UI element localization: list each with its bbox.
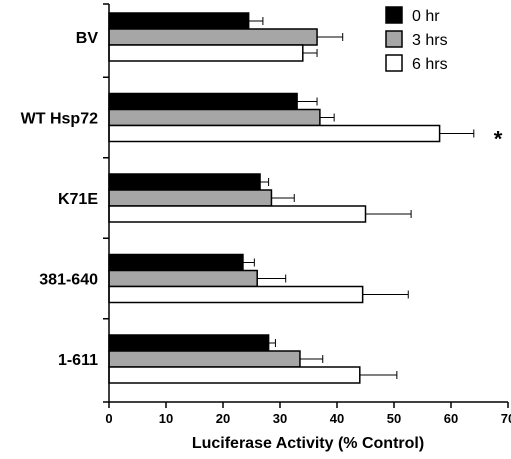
x-axis-label: Luciferase Activity (% Control) <box>192 435 424 452</box>
error-bar-wt-hsp72-3-hrs <box>319 113 335 122</box>
legend-label: 0 hr <box>412 8 440 25</box>
legend-label: 3 hrs <box>412 32 448 49</box>
legend-item-3-hrs: 3 hrs <box>385 30 448 49</box>
error-bar-381-640-6-hrs <box>362 290 409 299</box>
category-label-wt-hsp72: WT Hsp72 <box>21 111 98 128</box>
bar-1-611-3-hrs <box>108 350 301 368</box>
error-bar-k71e-3-hrs <box>271 194 295 202</box>
category-label-k71e: K71E <box>58 191 98 208</box>
category-label-bv: BV <box>76 30 99 47</box>
error-bar-381-640-0-hr <box>242 258 255 267</box>
bar-1-611-0-hr <box>108 334 270 352</box>
bar-381-640-3-hrs <box>108 269 258 288</box>
error-bar-wt-hsp72-6-hrs <box>439 129 475 138</box>
x-tick-label-70: 70 <box>501 411 511 426</box>
axes-group: 0 10 20 30 40 50 60 70 <box>103 3 511 426</box>
x-tick-label-10: 10 <box>159 411 173 426</box>
error-bar-1-611-6-hrs <box>359 371 398 379</box>
bar-wt-hsp72-0-hr <box>108 92 298 111</box>
bar-k71e-0-hr <box>108 173 261 191</box>
bar-wt-hsp72-3-hrs <box>108 108 321 127</box>
error-bar-wt-hsp72-0-hr <box>297 97 318 106</box>
bar-1-611-6-hrs <box>108 366 361 384</box>
significance-marker: * <box>494 127 503 152</box>
legend-item-0-hr: 0 hr <box>385 6 440 25</box>
bar-381-640-0-hr <box>108 253 244 272</box>
x-tick-label-40: 40 <box>330 411 344 426</box>
bar-381-640-6-hrs <box>108 285 364 304</box>
legend-label: 6 hrs <box>412 56 448 73</box>
legend: 0 hr 3 hrs 6 hrs <box>385 6 448 73</box>
error-bar-1-611-0-hr <box>268 339 276 347</box>
x-tick-label-20: 20 <box>216 411 230 426</box>
bar-bv-3-hrs <box>108 28 318 46</box>
bar-bv-6-hrs <box>108 44 304 62</box>
error-bar-1-611-3-hrs <box>299 355 324 363</box>
legend-item-6-hrs: 6 hrs <box>385 54 448 73</box>
category-label-1-611: 1-611 <box>58 352 98 369</box>
bar-k71e-3-hrs <box>108 189 273 207</box>
error-bar-k71e-6-hrs <box>365 210 412 218</box>
bar-k71e-6-hrs <box>108 205 367 223</box>
error-bar-bv-3-hrs <box>317 33 344 41</box>
error-bar-bv-6-hrs <box>302 49 318 57</box>
category-label-381-640: 381-640 <box>39 272 98 289</box>
error-bars-group <box>242 17 475 379</box>
bar-wt-hsp72-6-hrs <box>108 124 441 143</box>
legend-swatch <box>385 30 403 48</box>
x-tick-label-60: 60 <box>444 411 458 426</box>
labels-group: BV WT Hsp72 K71E 381-640 1-611 * <box>21 30 503 369</box>
x-tick-label-0: 0 <box>105 411 112 426</box>
legend-swatch <box>385 6 403 24</box>
x-tick-label-50: 50 <box>387 411 401 426</box>
error-bar-bv-0-hr <box>248 17 264 25</box>
legend-swatch <box>385 54 403 72</box>
error-bar-381-640-3-hrs <box>257 274 287 283</box>
x-tick-label-30: 30 <box>273 411 287 426</box>
error-bar-k71e-0-hr <box>260 178 270 186</box>
bar-bv-0-hr <box>108 12 250 30</box>
